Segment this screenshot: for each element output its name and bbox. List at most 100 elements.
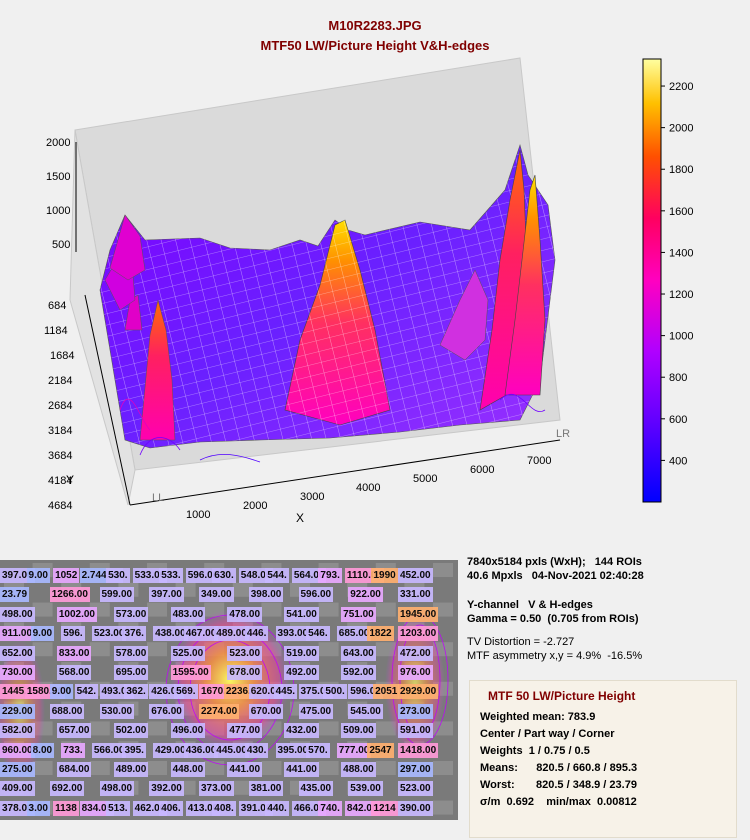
svg-text:2000: 2000: [46, 137, 70, 149]
roi-value-label: 1002.00: [56, 606, 97, 622]
roi-value-label: 570.: [306, 742, 330, 758]
svg-text:2184: 2184: [48, 375, 72, 387]
roi-value-label: 545.00: [348, 703, 383, 719]
roi-value-label: 695.00: [113, 665, 149, 680]
roi-value-label: 730.00: [0, 665, 35, 680]
svg-text:6000: 6000: [470, 464, 494, 476]
roi-value-label: 569.: [174, 684, 198, 700]
roi-value-label: 1266.00: [49, 587, 90, 603]
roi-value-label: 582.00: [0, 723, 35, 739]
roi-value-label: 657.00: [56, 723, 92, 739]
roi-value-label: 599.00: [99, 587, 135, 603]
summary-weights: Weights 1 / 0.75 / 0.5: [480, 745, 590, 757]
roi-value-label: 751.00: [341, 606, 376, 622]
roi-value-label: 429.00: [153, 742, 188, 758]
roi-value-label: 519.00: [284, 645, 319, 661]
roi-value-label: 542.: [74, 684, 99, 700]
svg-text:Y: Y: [66, 473, 74, 487]
roi-value-label: 523.00: [227, 645, 263, 661]
svg-text:1184: 1184: [44, 325, 68, 337]
roi-value-label: 229.00: [0, 703, 35, 719]
roi-value-label: 381.00: [248, 781, 284, 797]
roi-value-label: 652.00: [0, 645, 35, 661]
info-channel: Y-channel V & H-edges: [467, 598, 593, 611]
svg-text:1000: 1000: [186, 509, 210, 521]
roi-value-label: 2929.00: [398, 684, 439, 700]
chart-title: M10R2283.JPG: [328, 18, 422, 33]
svg-text:4684: 4684: [48, 500, 72, 512]
roi-value-label: 509.00: [341, 723, 376, 739]
summary-weighted-mean: Weighted mean: 783.9: [480, 711, 596, 723]
roi-value-label: 740.: [318, 800, 342, 816]
roi-value-label: 566.00: [91, 742, 127, 758]
roi-value-label: 834.00: [79, 800, 115, 816]
svg-text:1684: 1684: [50, 350, 74, 362]
roi-value-label: 911.00: [0, 626, 35, 642]
roi-value-label: 9.00: [26, 568, 50, 583]
svg-text:684: 684: [48, 300, 66, 312]
roi-value-label: 475.00: [298, 703, 334, 719]
roi-value-label: 523.00: [91, 626, 127, 642]
z-axis: 2000 1500 1000 500: [46, 137, 77, 252]
roi-value-label: 397.00: [149, 587, 184, 603]
svg-text:1000: 1000: [46, 205, 70, 217]
roi-value-label: 492.00: [284, 665, 319, 680]
roi-value-label: 976.00: [398, 665, 433, 680]
roi-value-label: 430.: [244, 742, 269, 758]
roi-value-label: 483.00: [170, 606, 206, 622]
roi-value-label: 500.: [323, 684, 347, 700]
svg-text:3684: 3684: [48, 450, 72, 462]
roi-value-label: 391.00: [238, 800, 274, 816]
roi-value-label: 2051: [373, 684, 400, 700]
summary-regions: Center / Part way / Corner: [480, 728, 615, 740]
y-axis: 684 1184 1684 2184 2684 3184 3684 4184 4…: [44, 294, 131, 512]
roi-value-label: 1138: [53, 800, 79, 816]
roi-value-label: 842.00: [344, 800, 380, 816]
roi-value-label: 398.00: [248, 587, 284, 603]
summary-worst: Worst: 820.5 / 348.9 / 23.79: [480, 779, 637, 791]
colorbar-tick-label: 2000: [669, 123, 693, 135]
roi-value-label: 395.: [122, 742, 146, 758]
roi-value-label: 544.: [265, 568, 289, 583]
contour-lines: [119, 393, 546, 463]
roi-value-label: 2274.00: [199, 703, 240, 719]
svg-text:3000: 3000: [300, 491, 324, 503]
roi-value-label: 793.: [318, 568, 342, 583]
colorbar-tick-label: 1200: [669, 289, 693, 301]
roi-value-label: 432.00: [284, 723, 319, 739]
surface-plot: 2000 1500 1000 500 684 1184 1684 2184 26…: [44, 57, 570, 525]
roi-value-label: 331.00: [398, 587, 433, 603]
roi-value-label: 688.00: [49, 703, 85, 719]
roi-value-label: 395.00: [275, 742, 311, 758]
roi-value-label: 8.00: [30, 742, 55, 758]
roi-value-label: 1418.00: [398, 742, 439, 758]
roi-value-label: 392.00: [149, 781, 184, 797]
summary-means: Means: 820.5 / 660.8 / 895.3: [480, 762, 638, 774]
roi-value-label: 525.00: [170, 645, 206, 661]
svg-text:7000: 7000: [527, 455, 551, 467]
roi-value-label: 833.00: [56, 645, 92, 661]
roi-value-label: 533.00: [132, 568, 168, 583]
roi-value-label: 643.00: [341, 645, 376, 661]
roi-value-label: 3.00: [26, 800, 50, 816]
roi-value-label: 9.00: [49, 684, 74, 700]
roi-value-label: 777.00: [336, 742, 372, 758]
roi-value-label: 376.: [122, 626, 146, 642]
roi-value-label: 362.: [124, 684, 148, 700]
roi-value-label: 477.00: [227, 723, 263, 739]
svg-text:LL: LL: [152, 492, 164, 504]
roi-value-label: 378.00: [0, 800, 35, 816]
roi-value-label: 445.: [273, 684, 298, 700]
roi-value-label: 406.: [159, 800, 183, 816]
roi-value-label: 373.00: [199, 781, 234, 797]
roi-value-label: 523.00: [398, 781, 433, 797]
roi-value-label: 448.00: [170, 762, 206, 777]
roi-value-label: 960.00: [0, 742, 35, 758]
svg-text:4000: 4000: [356, 482, 380, 494]
roi-value-label: 533.: [159, 568, 183, 583]
roi-value-label: 498.00: [0, 606, 35, 622]
svg-text:4184: 4184: [48, 475, 72, 487]
roi-value-label: 275.00: [0, 762, 35, 777]
roi-value-label: 441.00: [227, 762, 263, 777]
roi-value-label: 670.00: [248, 703, 284, 719]
